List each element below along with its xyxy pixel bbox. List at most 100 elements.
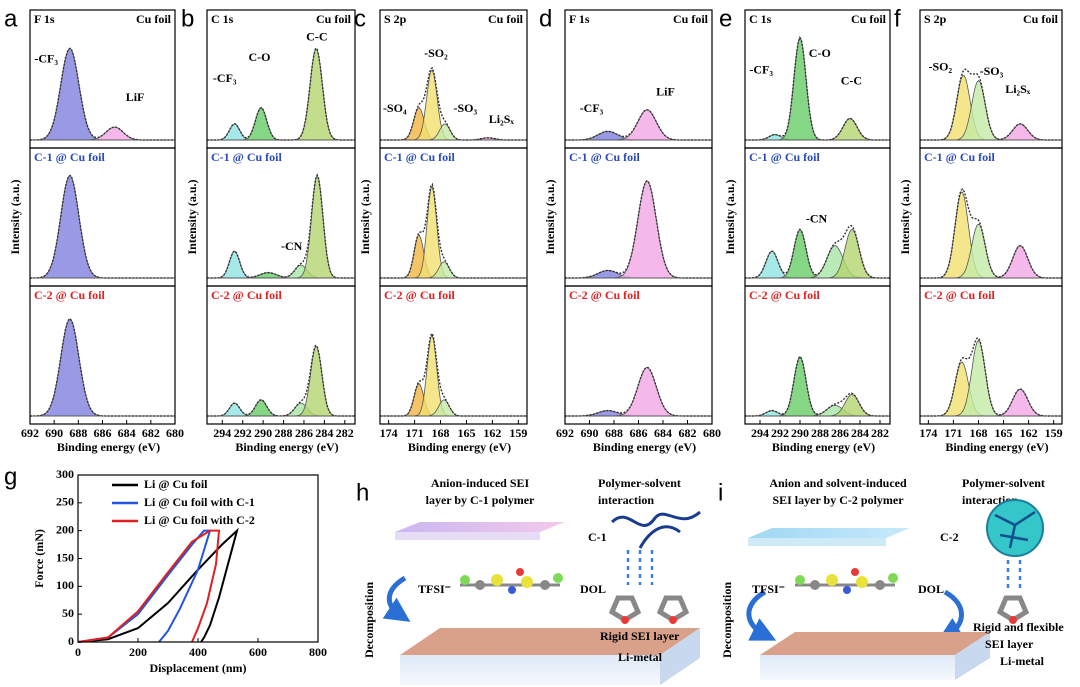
x-tick-label: 284 [851,426,869,440]
x-tick-label: 282 [871,426,889,440]
polymer-label: C-2 [940,530,959,544]
x-tick-label: 690 [581,426,599,440]
x-tick-label: 290 [254,426,272,440]
interaction-label: Polymer-solvent [962,476,1045,490]
envelope [30,318,175,417]
y-tick-label: 100 [56,578,74,592]
peak-annotation: -CF₃ [34,51,58,65]
y-axis-label: Intensity (a.u.) [185,179,199,254]
x-tick-label: 159 [509,426,527,440]
peak [380,334,527,417]
subplot-label: C-2 @ Cu foil [211,288,282,302]
x-axis-label: Binding energy (eV) [593,440,696,454]
peak-annotation: -CF₃ [213,71,237,85]
envelope [30,174,175,279]
subplot-label: C-1 @ Cu foil [384,150,455,164]
y-tick-label: 0 [68,634,74,648]
x-axis-label: Binding energy (eV) [57,440,160,454]
peak-annotation: Li₂Sₓ [1005,82,1031,96]
peak [380,383,527,417]
subplot-label: C-2 @ Cu foil [384,288,455,302]
panel-label: c [354,5,366,32]
arrow [937,589,966,642]
x-tick-label: 165 [457,426,475,440]
solvent-label: DOL [918,582,944,596]
x-tick-label: 400 [189,645,207,659]
interaction-label: Polymer-solvent [598,476,681,490]
x-tick-label: 690 [45,426,63,440]
subplot-frame [919,147,1063,287]
subplot-label: C-1 @ Cu foil [749,150,820,164]
panel-label: a [4,5,18,32]
subplot-frame [744,9,891,149]
envelope [920,337,1062,417]
tfsi-molecule [460,568,563,594]
y-tick-label: 50 [62,606,74,620]
peak [920,223,1062,279]
anion-label: TFSI⁻ [418,582,451,596]
x-tick-label: 684 [118,426,136,440]
subplot-frame [564,285,713,425]
series-line [77,529,212,643]
x-tick-label: 600 [249,645,267,659]
peak [565,366,712,417]
x-tick-label: 286 [295,426,313,440]
legend-label: Li @ Cu foil [144,477,208,491]
li-metal-slab [760,655,955,680]
y-tick-label: 200 [56,522,74,536]
arrow [382,575,411,622]
x-tick-label: 168 [969,426,987,440]
x-tick-label: 292 [771,426,789,440]
x-tick-label: 171 [944,426,962,440]
envelope [745,224,890,279]
x-tick-label: 174 [919,426,937,440]
y-axis-label: Intensity (a.u.) [898,179,912,254]
panel-label: d [539,5,552,32]
x-tick-label: 200 [129,645,147,659]
x-axis-label: Binding energy (eV) [772,440,875,454]
y-axis-label: Intensity (a.u.) [543,179,557,254]
x-axis-label: Binding energy (eV) [408,440,511,454]
x-tick-label: 174 [380,426,398,440]
peak-annotation: C-O [809,46,831,60]
panel-label: i [718,479,723,506]
x-axis-label: Binding energy (eV) [945,440,1048,454]
peak [745,355,890,417]
sei-plate-edge [395,532,540,540]
peak-annotation: -SO₂ [424,46,448,60]
x-tick-label: 165 [995,426,1013,440]
anion-label: TFSI⁻ [752,582,785,596]
peak [745,117,890,141]
li-metal-top [760,632,990,655]
envelope [380,182,527,279]
x-axis-label: Binding energy (eV) [235,440,338,454]
peak-annotation: LiF [126,90,145,104]
x-tick-label: 171 [406,426,424,440]
subplot-frame [379,9,528,149]
dol-molecules [608,595,690,624]
x-tick-label: 292 [234,426,252,440]
metal-label: Li-metal [1000,654,1045,668]
subplot-frame [379,285,528,425]
peak-annotation: LiF [656,85,675,99]
legend-label: Li @ Cu foil with C-1 [144,495,255,509]
envelope [207,173,355,279]
sei-plate [748,528,910,538]
element-label: S 2p [384,12,407,26]
li-metal-top [400,628,700,655]
peak [380,399,527,417]
peak [380,123,527,141]
x-tick-label: 294 [751,426,769,440]
y-tick-label: 300 [56,467,74,481]
y-axis-label: Intensity (a.u.) [8,179,22,254]
x-tick-label: 168 [432,426,450,440]
envelope [207,344,355,417]
li-metal-side [955,632,990,680]
subplot-label: Cu foil [316,12,352,26]
envelope [920,68,1062,141]
envelope [920,188,1062,279]
element-label: F 1s [34,12,55,26]
peak-annotation: Li₂Sₓ [489,112,515,126]
x-tick-label: 680 [703,426,721,440]
